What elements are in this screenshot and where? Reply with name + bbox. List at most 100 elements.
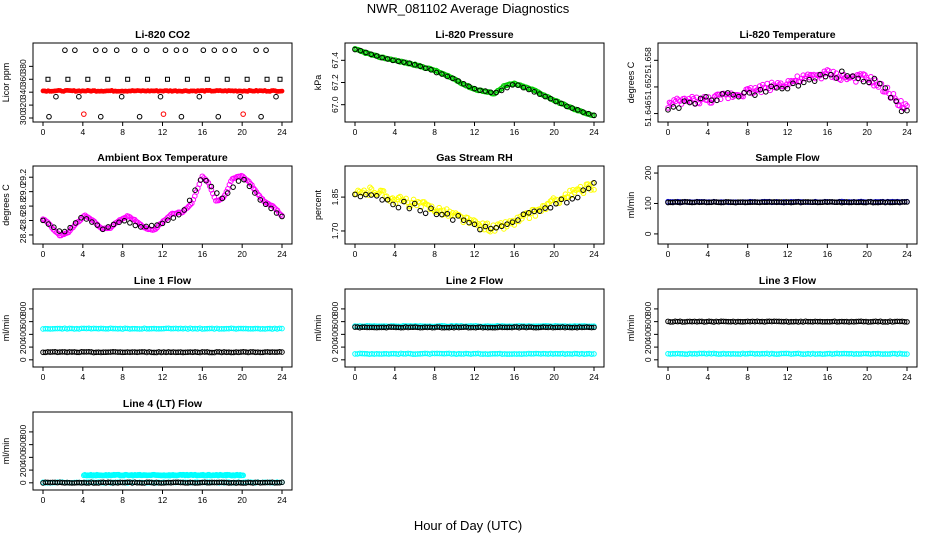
data-point [40,217,46,224]
data-point [665,107,671,113]
data-point [877,80,883,87]
data-point [253,47,259,54]
data-point [411,200,418,207]
data-point [224,190,231,196]
y-tick-label: 400 [330,327,340,341]
data-point [380,188,387,194]
x-tick-label: 8 [120,495,125,505]
plot-frame [32,411,293,491]
data-point [357,47,364,54]
x-tick-label: 20 [862,127,872,137]
data-point [262,201,269,208]
data-point [390,201,396,208]
x-tick-label: 4 [80,249,85,259]
x-tick-label: 4 [705,372,710,382]
data-point [137,221,144,228]
y-tick-label: 800 [330,302,340,316]
data-point [705,94,712,100]
chart-panel: Line 3 Flow ml/min 0 4 8 12 16 20 24 0 20040060080… [626,275,918,382]
data-point [812,75,819,82]
x-tick-label: 12 [470,372,480,382]
data-point [757,86,764,93]
y-tick-label: 600 [18,314,28,328]
data-point [265,201,272,207]
data-point [466,219,472,226]
plot-frame [32,42,293,123]
data-point [735,93,742,100]
data-point [904,107,910,114]
data-point [564,199,570,206]
data-point [427,206,433,213]
data-point [379,197,385,203]
data-point [487,225,494,232]
data-point [755,86,761,93]
x-tick-label: 16 [823,372,833,382]
data-point [246,183,253,190]
y-axis-label: kPa [313,75,323,91]
data-point [252,190,258,196]
x-tick-label: 0 [666,249,671,259]
data-point [422,210,429,217]
y-tick-label: 800 [18,302,28,316]
x-tick-label: 12 [158,495,168,505]
data-point [487,89,494,96]
y-tick-label: 200 [330,340,340,354]
data-point [588,351,595,357]
data-point [406,205,413,212]
panel-title: Li-820 CO2 [135,29,190,41]
x-tick-label: 0 [353,249,358,259]
data-point [279,349,285,355]
x-tick-label: 4 [705,249,710,259]
data-point [433,69,440,76]
x-tick-label: 4 [80,372,85,382]
y-tick-label: 67.2 [330,74,340,91]
data-point [422,65,429,71]
data-point [115,218,121,225]
data-point [844,73,851,79]
data-point [591,112,597,119]
x-tick-label: 20 [237,495,247,505]
x-tick-label: 20 [237,249,247,259]
x-tick-label: 12 [158,127,168,137]
data-point [357,193,364,200]
x-tick-label: 4 [392,372,397,382]
data-point [466,83,472,90]
data-point [186,203,192,210]
data-point [83,216,90,222]
data-point [222,47,229,54]
x-tick-label: 4 [705,127,710,137]
chart-panel: Sample Flow ml/min 0 4 8 12 16 20 24 0 100 200 [626,152,918,259]
data-point [547,204,554,211]
data-point [273,93,279,100]
y-tick-label: 600 [643,314,653,328]
x-tick-label: 20 [862,372,872,382]
data-point [719,91,726,97]
data-point [855,75,861,82]
chart-panel: Line 2 Flow ml/min 0 4 8 12 16 20 24 0 20040060080… [313,275,605,382]
data-point [276,349,283,355]
x-tick-label: 12 [470,249,480,259]
data-point [591,180,597,186]
data-point [898,98,904,104]
data-point [197,177,204,183]
y-tick-label: 320 [18,98,28,112]
data-point [504,221,510,227]
data-point [247,180,254,187]
data-point [184,76,190,82]
data-point [395,58,402,65]
data-point [562,191,569,198]
data-point [893,98,899,105]
data-point [779,85,785,92]
y-axis-label: ml/min [313,315,323,342]
x-tick-label: 24 [902,127,912,137]
data-point [417,63,423,70]
x-tick-label: 16 [823,127,833,137]
data-point [200,47,207,54]
data-point [717,96,724,103]
data-point [591,351,597,357]
y-tick-label: 200 [18,463,28,477]
data-point [173,47,180,54]
x-tick-label: 12 [783,249,793,259]
data-point [849,73,856,79]
data-point [703,94,709,100]
